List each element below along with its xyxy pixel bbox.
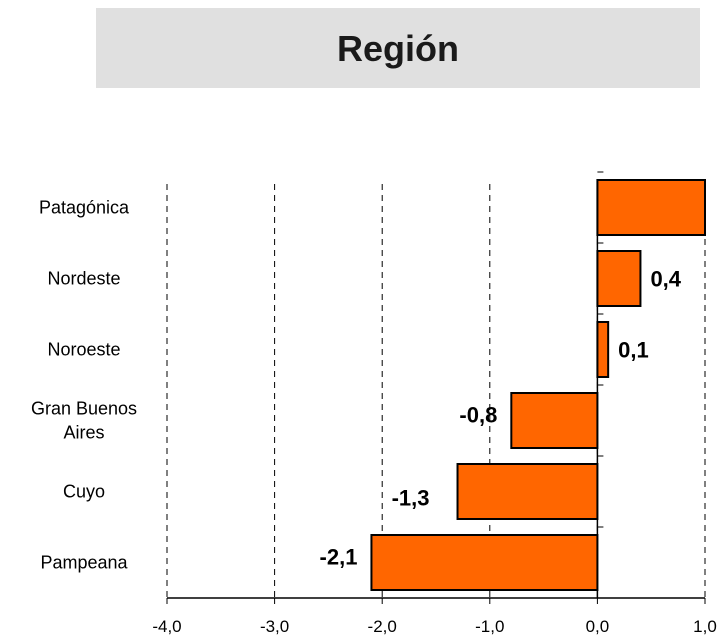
data-label-1: 0,4 xyxy=(650,267,681,292)
bar-1 xyxy=(596,250,642,307)
category-label-3-line-1: Aires xyxy=(63,423,104,443)
category-labels: Patagónica Nordeste Noroeste Gran Buenos Air… xyxy=(31,198,137,573)
category-label-3-line-0: Gran Buenos xyxy=(31,399,137,419)
data-label-4: -1,3 xyxy=(392,486,430,511)
bar-2 xyxy=(596,321,610,378)
data-label-3: -0,8 xyxy=(459,403,497,428)
category-label-2: Noroeste xyxy=(47,340,120,360)
x-tick-label-3: -1,0 xyxy=(475,617,504,636)
bar-5 xyxy=(370,534,599,591)
x-tick-label-0: -4,0 xyxy=(152,617,181,636)
data-label-2: 0,1 xyxy=(618,338,649,363)
bar-4 xyxy=(456,463,599,520)
bar-3 xyxy=(510,392,599,449)
bar-0 xyxy=(596,179,707,236)
data-label-5: -2,1 xyxy=(320,545,358,570)
category-label-5: Pampeana xyxy=(40,553,128,573)
x-tick-label-5: 1,0 xyxy=(693,617,717,636)
category-label-0: Patagónica xyxy=(39,198,130,218)
data-labels: 0,4 0,1 -0,8 -1,3 -2,1 xyxy=(320,267,682,570)
chart-title-box: Región xyxy=(96,8,700,88)
category-label-4: Cuyo xyxy=(63,482,105,502)
bars xyxy=(370,179,707,591)
x-axis: -4,0 -3,0 -2,0 -1,0 0,0 1,0 xyxy=(152,171,717,636)
category-label-1: Nordeste xyxy=(47,269,120,289)
x-tick-label-2: -2,0 xyxy=(368,617,397,636)
x-tick-label-4: 0,0 xyxy=(586,617,610,636)
x-tick-label-1: -3,0 xyxy=(260,617,289,636)
chart-title: Región xyxy=(337,28,459,69)
